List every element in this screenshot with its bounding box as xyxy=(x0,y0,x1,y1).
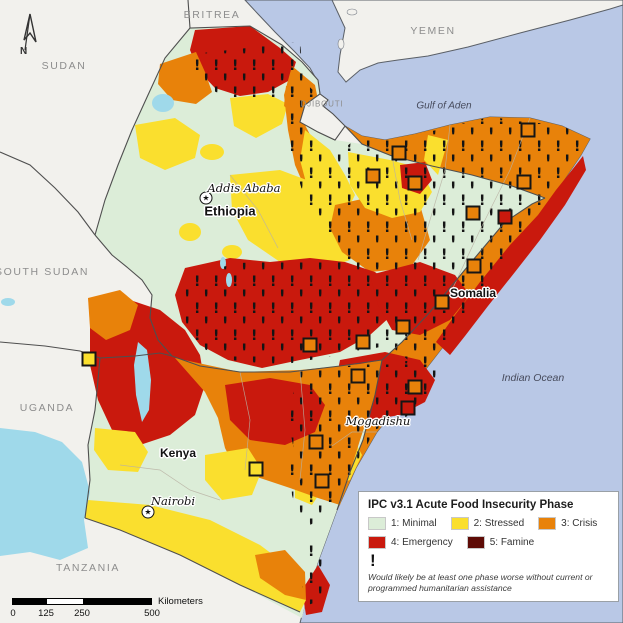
legend-item: 5: Famine xyxy=(466,536,535,549)
legend-phase-label: 1: Minimal xyxy=(391,518,437,529)
legend-item: 1: Minimal xyxy=(368,517,437,530)
scale-bar: Kilometers 0 125 250 500 xyxy=(10,592,240,622)
settlement-marker[interactable] xyxy=(497,209,513,225)
capital-star-addis-ababa: ★ xyxy=(199,191,213,205)
scale-tick-500: 500 xyxy=(144,608,160,619)
legend-item: 4: Emergency xyxy=(368,536,453,549)
lake-tana xyxy=(152,94,174,112)
settlement-marker[interactable] xyxy=(302,337,318,353)
capital-star-nairobi: ★ xyxy=(141,505,155,519)
label-addis-ababa: Addis Ababa xyxy=(207,181,281,195)
admin-boundaries xyxy=(119,117,531,501)
legend-swatch xyxy=(538,517,557,530)
settlement-marker[interactable] xyxy=(81,351,97,367)
settlement-marker[interactable] xyxy=(465,205,481,221)
scale-tick-250: 250 xyxy=(74,608,90,619)
settlement-marker[interactable] xyxy=(350,368,366,384)
settlement-marker[interactable] xyxy=(400,400,416,416)
label-tanzania: TANZANIA xyxy=(56,562,120,574)
patch-amhara-stressed xyxy=(230,94,288,138)
legend-swatch xyxy=(466,536,485,549)
settlement-marker[interactable] xyxy=(407,379,423,395)
region-djibouti[interactable] xyxy=(299,93,346,141)
north-arrow: N xyxy=(8,6,52,69)
legend-swatch xyxy=(368,536,386,549)
legend-title: IPC v3.1 Acute Food Insecurity Phase xyxy=(368,499,574,511)
settlement-marker[interactable] xyxy=(355,334,371,350)
settlement-marker[interactable] xyxy=(466,258,482,274)
settlement-marker[interactable] xyxy=(391,145,407,161)
settlement-marker[interactable] xyxy=(516,174,532,190)
legend-phase-label: 5: Famine xyxy=(489,537,535,548)
settlement-marker[interactable] xyxy=(434,294,450,310)
settlement-marker[interactable] xyxy=(308,434,324,450)
north-arrow-letter: N xyxy=(20,46,28,57)
legend-row-1: 1: Minimal 2: Stressed 3: Crisis xyxy=(368,517,609,530)
north-arrow-needle xyxy=(23,13,37,43)
label-sudan: SUDAN xyxy=(41,60,87,72)
legend-item: 2: Stressed xyxy=(450,517,525,530)
label-indian-ocean: Indian Ocean xyxy=(501,372,565,384)
label-nairobi: Nairobi xyxy=(150,494,196,508)
legend-phase-label: 2: Stressed xyxy=(473,518,525,529)
region-yemen[interactable] xyxy=(331,0,623,83)
label-ethiopia: Ethiopia xyxy=(204,203,256,219)
legend-swatch xyxy=(368,517,386,530)
scale-bar-bar xyxy=(12,598,152,605)
label-uganda: UGANDA xyxy=(19,402,75,414)
legend-phase-label: 4: Emergency xyxy=(391,537,453,548)
label-south-sudan: SOUTH SUDAN xyxy=(0,266,90,278)
settlement-marker[interactable] xyxy=(407,175,423,191)
scale-bar-unit: Kilometers xyxy=(158,596,203,607)
settlement-marker[interactable] xyxy=(395,319,411,335)
legend: IPC v3.1 Acute Food Insecurity Phase 1: … xyxy=(358,491,619,603)
legend-phase-label: 3: Crisis xyxy=(561,518,598,529)
label-djibouti: DJIBOUTI xyxy=(300,99,344,109)
settlement-marker[interactable] xyxy=(365,168,381,184)
legend-note: Would likely be at least one phase worse… xyxy=(368,572,593,594)
label-eritrea: ERITREA xyxy=(183,9,241,21)
settlement-marker[interactable] xyxy=(520,122,536,138)
patch-wet-stressed xyxy=(135,118,200,170)
label-yemen: YEMEN xyxy=(410,25,456,37)
lake-victoria xyxy=(0,428,90,560)
scale-tick-0: 0 xyxy=(10,608,16,619)
label-mogadishu: Mogadishu xyxy=(345,414,411,428)
legend-exclamation-icon: ! xyxy=(370,551,376,570)
label-gulf-of-aden: Gulf of Aden xyxy=(416,100,472,112)
legend-row-2: 4: Emergency 5: Famine xyxy=(368,536,609,549)
settlement-marker[interactable] xyxy=(248,461,264,477)
country-borders xyxy=(0,0,546,613)
label-somalia: Somalia xyxy=(449,286,497,300)
settlement-marker[interactable] xyxy=(314,473,330,489)
legend-item: 3: Crisis xyxy=(538,517,597,530)
lake-turkana xyxy=(134,342,151,422)
patch-skenya-stressed xyxy=(85,500,306,612)
scale-tick-125: 125 xyxy=(38,608,54,619)
label-kenya: Kenya xyxy=(159,446,197,460)
legend-swatch xyxy=(450,517,469,530)
